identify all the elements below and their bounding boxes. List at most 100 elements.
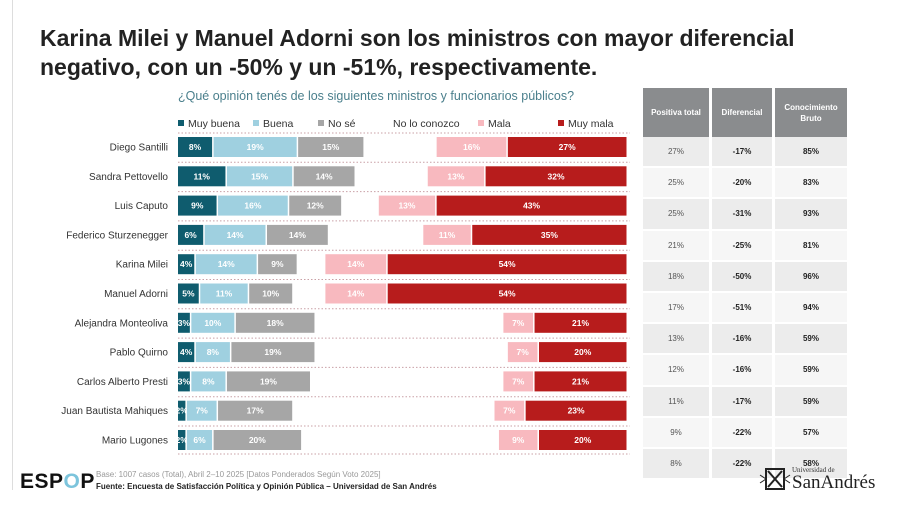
bar-muy-buena	[178, 283, 199, 304]
table-cell: -22%	[712, 448, 772, 481]
summary-table: Positiva total Diferencial Conocimiento Br…	[640, 88, 850, 481]
bar-label: 4%	[180, 347, 193, 357]
bar-mala	[503, 371, 534, 392]
bar-label: 13%	[447, 171, 464, 181]
bar-buena	[213, 137, 297, 157]
table-cell: -20%	[712, 168, 772, 200]
bar-no-sé	[249, 283, 293, 304]
bar-muy-mala	[472, 224, 627, 245]
table-cell: -50%	[712, 261, 772, 293]
table-row: 25% -31% 93%	[643, 199, 847, 231]
bar-mala	[507, 342, 538, 363]
table-cell: 59%	[775, 324, 847, 356]
bar-label: 7%	[512, 318, 525, 328]
table-row: 27% -17% 85%	[643, 137, 847, 169]
bar-buena	[200, 283, 248, 304]
category-label: Diego Santilli	[110, 143, 168, 154]
university-label: Universidad de	[792, 466, 835, 474]
bar-no-sé	[226, 371, 310, 392]
table-cell: -31%	[712, 199, 772, 231]
bar-no-sé	[213, 430, 302, 450]
bar-label: 17%	[247, 406, 264, 416]
chart-subtitle: ¿Qué opinión tenés de los siguientes min…	[178, 89, 575, 103]
bar-label: 10%	[204, 318, 221, 328]
bar-muy-buena	[178, 254, 195, 275]
table-cell: 9%	[643, 417, 709, 449]
bar-buena	[204, 224, 266, 245]
table-cell: 59%	[775, 386, 847, 418]
table-row: 21% -25% 81%	[643, 230, 847, 262]
bar-label: 14%	[289, 230, 306, 240]
bar-buena	[218, 195, 288, 216]
university-name: SanAndrés	[792, 472, 876, 493]
legend-swatch	[558, 120, 564, 126]
bar-label: 7%	[196, 406, 209, 416]
table-row: 17% -51% 94%	[643, 292, 847, 325]
bar-mala	[325, 254, 387, 275]
bar-label: 2%	[176, 435, 189, 445]
footer-base: Base: 1007 casos (Total), Abril 2–10 202…	[96, 470, 381, 479]
bar-buena	[191, 312, 235, 333]
legend-item-no-lo-conozco: No lo conozco	[393, 118, 460, 130]
bar-mala	[423, 224, 471, 245]
bar-buena	[195, 342, 230, 363]
bar-buena	[226, 166, 293, 187]
bar-muy-mala	[485, 166, 627, 187]
bar-label: 14%	[347, 259, 364, 269]
bar-no-sé	[298, 137, 364, 157]
bar-label: 23%	[568, 406, 585, 416]
table-cell: 96%	[775, 261, 847, 293]
bar-label: 20%	[574, 347, 591, 357]
bar-buena	[195, 254, 257, 275]
table-cell: -16%	[712, 355, 772, 387]
bar-label: 6%	[184, 230, 197, 240]
legend-item-mala: Mala	[478, 118, 511, 130]
table-cell: -16%	[712, 324, 772, 356]
bar-label: 11%	[193, 171, 210, 181]
table-cell: -17%	[712, 386, 772, 418]
bar-muy-buena	[178, 342, 195, 363]
bar-label: 10%	[262, 289, 279, 299]
bar-muy-buena	[178, 371, 190, 392]
bar-muy-mala	[387, 283, 627, 304]
bar-muy-mala	[525, 400, 627, 421]
bar-label: 15%	[251, 171, 268, 181]
bar-no-sé	[218, 400, 293, 421]
university-crest-icon	[759, 468, 791, 490]
table-cell: -17%	[712, 137, 772, 169]
table-cell: 93%	[775, 199, 847, 231]
table-cell: 11%	[643, 386, 709, 418]
bar-muy-mala	[539, 342, 627, 363]
legend: Muy buena Buena No sé No lo conozco Mala Muy …	[178, 118, 633, 132]
bar-no-sé	[267, 224, 328, 245]
bar-no-sé	[231, 342, 315, 363]
table-cell: 94%	[775, 292, 847, 325]
bar-mala	[378, 195, 436, 216]
table-cell: 83%	[775, 168, 847, 200]
bar-muy-buena	[178, 400, 186, 421]
university-logo: Universidad de SanAndrés	[758, 466, 875, 492]
bar-label: 54%	[499, 259, 516, 269]
category-label: Manuel Adorni	[104, 289, 168, 300]
bar-mala	[494, 400, 525, 421]
bar-mala	[503, 312, 534, 333]
bar-muy-buena	[178, 195, 217, 216]
table-cell: 13%	[643, 324, 709, 356]
bar-no-sé	[293, 166, 355, 187]
legend-swatch	[318, 120, 324, 126]
bar-label: 43%	[523, 201, 540, 211]
bar-muy-buena	[178, 312, 190, 333]
bar-muy-buena	[178, 224, 204, 245]
bar-label: 19%	[247, 142, 264, 152]
category-label: Karina Milei	[116, 260, 168, 271]
table-cell: -22%	[712, 417, 772, 449]
bar-label: 20%	[249, 435, 266, 445]
table-cell: 81%	[775, 230, 847, 262]
legend-item-buena: Buena	[253, 118, 293, 130]
bar-label: 13%	[398, 201, 415, 211]
bar-label: 7%	[503, 406, 516, 416]
table-row: 8% -22% 58%	[643, 448, 847, 481]
bar-mala	[427, 166, 485, 187]
bar-label: 11%	[439, 230, 456, 240]
diverging-bar-chart: Diego Santilli 8% 19% 15% 16% 27% Sandra Petto…	[61, 132, 630, 455]
